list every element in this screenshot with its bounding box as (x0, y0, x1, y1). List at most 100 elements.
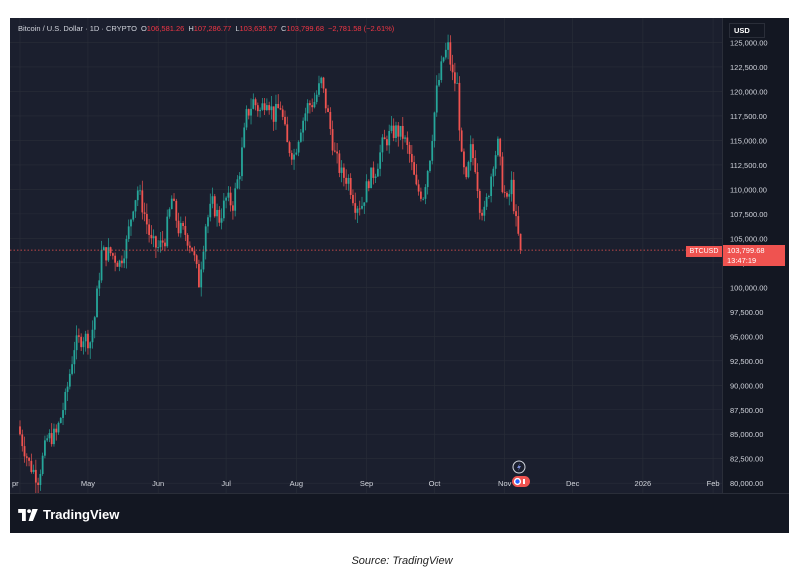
candle (82, 337, 85, 355)
candle (476, 163, 479, 199)
countdown: 13:47:19 (727, 256, 757, 265)
legend-change: −2,781.58 (−2.61%) (328, 24, 395, 33)
candle (277, 94, 280, 109)
candle (216, 203, 218, 227)
legend-close: 103,799.68 (286, 24, 324, 33)
candle (87, 329, 89, 355)
candle (429, 160, 431, 173)
candle (139, 184, 141, 195)
candle (315, 90, 318, 105)
candle (288, 140, 291, 157)
candle (64, 388, 67, 415)
y-tick-label: 92,500.00 (730, 357, 763, 366)
candle (290, 150, 293, 166)
legend-low: 103,635.57 (239, 24, 278, 33)
candle (234, 182, 237, 217)
candle (313, 92, 316, 109)
candle (123, 250, 126, 269)
candle (247, 108, 250, 120)
candle (333, 142, 336, 153)
candle (297, 140, 300, 157)
candle (381, 134, 384, 162)
currency-button[interactable]: USD (729, 23, 765, 38)
price-axis[interactable]: 80,000.00 82,500.00 85,000.00 87,500.00 90,0… (722, 18, 789, 493)
tradingview-logo[interactable]: TradingView (18, 507, 119, 522)
candle (306, 99, 309, 122)
candle (481, 209, 483, 221)
candle (492, 166, 495, 187)
candle (225, 196, 228, 209)
candle (148, 219, 151, 243)
candle (143, 202, 146, 222)
candle (361, 196, 363, 210)
candle (318, 75, 320, 97)
candle (508, 189, 511, 206)
candle (152, 229, 155, 248)
candle (275, 94, 277, 130)
candle (415, 163, 418, 186)
candle (406, 131, 409, 154)
candle (399, 125, 402, 141)
candle (62, 402, 64, 425)
candle (447, 34, 449, 60)
candle (284, 110, 286, 126)
candle (478, 188, 481, 220)
candle (89, 341, 92, 359)
candle (395, 121, 397, 143)
plot-area[interactable]: pr May Jun Jul Aug Sep Oct Nov Dec 2026 Feb Bitcoi… (10, 18, 722, 493)
candle (93, 315, 96, 339)
candle (111, 252, 114, 260)
candle (84, 330, 87, 352)
candle (164, 238, 166, 252)
candle (376, 163, 379, 177)
candle (161, 230, 164, 251)
candle (438, 73, 440, 88)
current-price: 103,799.68 (727, 246, 765, 255)
marker-icons[interactable] (510, 459, 540, 493)
candle (141, 180, 144, 220)
candle (232, 201, 234, 220)
candle (200, 261, 203, 297)
brand-name: TradingView (43, 507, 120, 522)
candle (367, 179, 370, 192)
candle (397, 122, 400, 147)
y-tick-label: 97,500.00 (730, 308, 763, 317)
x-tick-label: Feb (707, 479, 720, 488)
legend-symbol[interactable]: Bitcoin / U.S. Dollar (18, 24, 84, 33)
candle (77, 328, 80, 343)
news-flag-icon[interactable] (512, 476, 530, 487)
legend-interval[interactable]: 1D (89, 24, 100, 33)
candle (483, 200, 486, 222)
candle (431, 134, 434, 165)
y-tick-label: 90,000.00 (730, 381, 763, 390)
candle (259, 107, 261, 118)
lightning-icon[interactable] (512, 460, 526, 474)
candle (121, 255, 123, 268)
candle (352, 189, 354, 206)
candle (173, 193, 175, 202)
x-tick-label: Nov (498, 479, 512, 488)
candle (490, 173, 493, 203)
candle (467, 160, 470, 179)
candle (302, 117, 305, 142)
candle (474, 150, 477, 174)
candle (96, 285, 98, 318)
candle (207, 214, 209, 234)
candle (515, 204, 517, 227)
candle (39, 469, 42, 491)
candle (336, 142, 338, 164)
y-tick-label: 120,000.00 (730, 87, 768, 96)
candle (458, 76, 461, 141)
candle (98, 272, 101, 297)
candle (37, 477, 40, 493)
candle (21, 429, 24, 452)
candle (227, 186, 230, 202)
candle (265, 98, 268, 112)
price-chart[interactable]: pr May Jun Jul Aug Sep Oct Nov Dec 2026 Feb (10, 18, 722, 493)
candle (50, 423, 53, 447)
footer-bar: TradingView (10, 493, 789, 533)
candle (358, 200, 361, 216)
candle (130, 218, 132, 236)
candle (487, 194, 490, 199)
candle (44, 435, 46, 459)
